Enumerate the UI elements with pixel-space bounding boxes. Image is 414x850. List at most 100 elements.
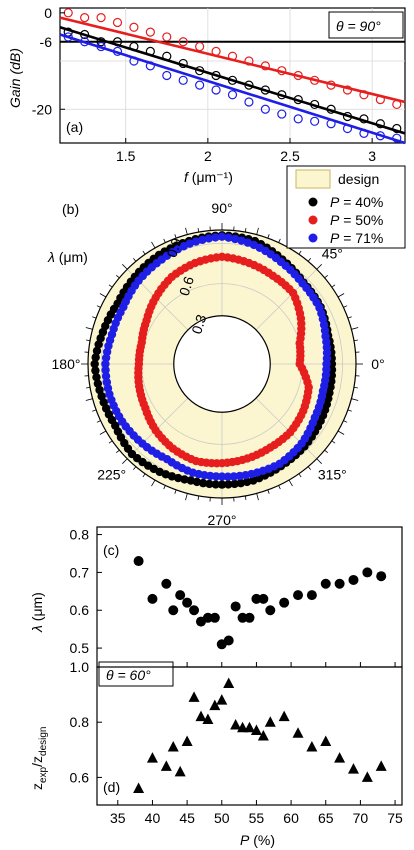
panel-a-point-0: [244, 80, 254, 90]
panel-c-label: (c): [103, 542, 119, 558]
panel-a-label: (a): [66, 119, 83, 135]
polar-angle-tick: [244, 495, 247, 500]
panel-c-ylabel-unit: (μm): [29, 592, 45, 625]
panel-a-point-2: [145, 61, 155, 71]
panel-a-point-0: [227, 75, 238, 85]
polar-point-2: [217, 472, 227, 481]
polar-point-2: [322, 365, 331, 374]
panel-c-point: [279, 597, 290, 608]
polar-angle-tick: [99, 293, 107, 298]
polar-angle-tick: [353, 386, 358, 389]
panel-d-point: [209, 699, 221, 711]
panel-a-point-0: [392, 123, 402, 134]
legend-label-black: P = 40%: [330, 194, 383, 210]
polar-angle-tick: [163, 485, 166, 490]
polar-point-0: [211, 480, 220, 489]
panel-d-point: [230, 718, 242, 730]
panel-a-point-1: [63, 8, 73, 18]
panel-c-point: [348, 574, 359, 585]
polar-angle-tick: [351, 327, 359, 330]
panel-a-point-1: [195, 41, 205, 52]
polar-point-0: [94, 340, 103, 349]
panel-c-ytick-label: 0.8: [70, 527, 90, 543]
panel-d-xlabel-unit: (%): [249, 832, 275, 848]
panel-d-point: [181, 735, 193, 747]
polar-angle-tick: [278, 238, 281, 243]
panel-a: 1.5 2 2.5 3 0 -6 -20 (a) θ = 90° Gain (dB) f (…: [7, 5, 406, 185]
panel-a-point-1: [129, 22, 139, 32]
panel-a-point-2: [162, 70, 172, 81]
polar-angle-tick: [343, 420, 348, 423]
panel-c-point: [293, 590, 304, 601]
polar-angle-tick: [85, 327, 93, 330]
panel-d-point: [146, 752, 158, 763]
polar-angle-tick: [185, 493, 188, 501]
legend-design-label: design: [338, 171, 379, 187]
polar-angle-tick: [347, 316, 352, 319]
polar-angle-tick: [256, 227, 259, 235]
panel-c-point: [376, 571, 387, 582]
panel-a-point-2: [326, 119, 336, 129]
polar-point-2: [237, 236, 246, 245]
panel-c-ytick-label: 0.6: [70, 602, 90, 618]
polar-point-0: [92, 372, 101, 382]
polar-point-2: [224, 233, 233, 242]
panel-a-point-0: [80, 29, 90, 40]
polar-angle-tick: [298, 250, 302, 255]
panel-a-point-2: [63, 32, 73, 42]
panel-a-point-2: [310, 116, 320, 126]
panel-c-point: [320, 578, 331, 589]
panel-a-point-2: [80, 37, 90, 47]
polar-angle-tick: [108, 284, 113, 288]
panel-a-annotation-box: [328, 11, 404, 39]
panel-a-point-1: [359, 90, 369, 100]
panel-d-point: [160, 760, 172, 771]
panel-a-xtick-label: 2.5: [280, 148, 300, 164]
panel-a-point-1: [375, 95, 385, 105]
polar-point-2: [211, 233, 220, 242]
polar-point-0: [217, 480, 227, 489]
polar-angle-label: 0°: [371, 356, 384, 372]
polar-point-0: [90, 359, 99, 369]
panel-a-point-2: [342, 123, 353, 134]
panel-c-point: [168, 605, 179, 616]
panel-a-xtick-label: 2: [204, 148, 212, 164]
panel-a-point-1: [112, 17, 123, 28]
panel-a-point-1: [178, 37, 188, 47]
panel-d-point: [237, 721, 249, 733]
polar-point-0: [92, 346, 102, 356]
panel-b-radial-label-var: λ: [47, 249, 55, 265]
panel-a-point-0: [342, 111, 353, 122]
polar-angle-tick: [96, 305, 101, 308]
polar-point-0: [192, 477, 202, 487]
panel-d-point: [223, 677, 235, 689]
panel-c-ytick-label: 0.5: [70, 640, 90, 656]
polar-point-0: [198, 478, 208, 488]
polar-angle-tick: [316, 264, 322, 270]
panel-d-ytick-label: 1.0: [70, 659, 90, 675]
panel-a-point-0: [112, 37, 123, 47]
panel-a-point-1: [162, 32, 172, 42]
polar-angle-label: 90°: [211, 200, 232, 216]
polar-angle-tick: [151, 241, 156, 249]
polar-point-2: [198, 235, 207, 245]
panel-d-xtick-label: 55: [249, 810, 265, 826]
polar-angle-tick: [353, 339, 358, 342]
panel-a-point-1: [342, 85, 353, 95]
polar-angle-label: 225°: [97, 466, 126, 482]
panel-a-point-1: [277, 66, 287, 76]
panel-a-xtick-label: 3: [368, 148, 376, 164]
polar-angle-tick: [298, 473, 302, 478]
polar-point-2: [223, 472, 233, 481]
panel-d: 0.6 0.8 1.0 35 40 45 50 55 60 65 70 75 (d) zexp/zde…: [29, 659, 403, 848]
panel-a-point-0: [310, 99, 320, 110]
panel-a-point-0: [162, 51, 172, 61]
polar-angle-tick: [108, 440, 113, 444]
panel-a-point-2: [211, 85, 221, 95]
panel-c-annotation-box: [98, 661, 174, 687]
panel-c-point: [189, 605, 200, 616]
panel-d-point: [244, 721, 255, 733]
panel-a-point-1: [293, 70, 303, 81]
polar-angle-tick: [337, 430, 345, 435]
polar-angle-label: 180°: [52, 356, 81, 372]
